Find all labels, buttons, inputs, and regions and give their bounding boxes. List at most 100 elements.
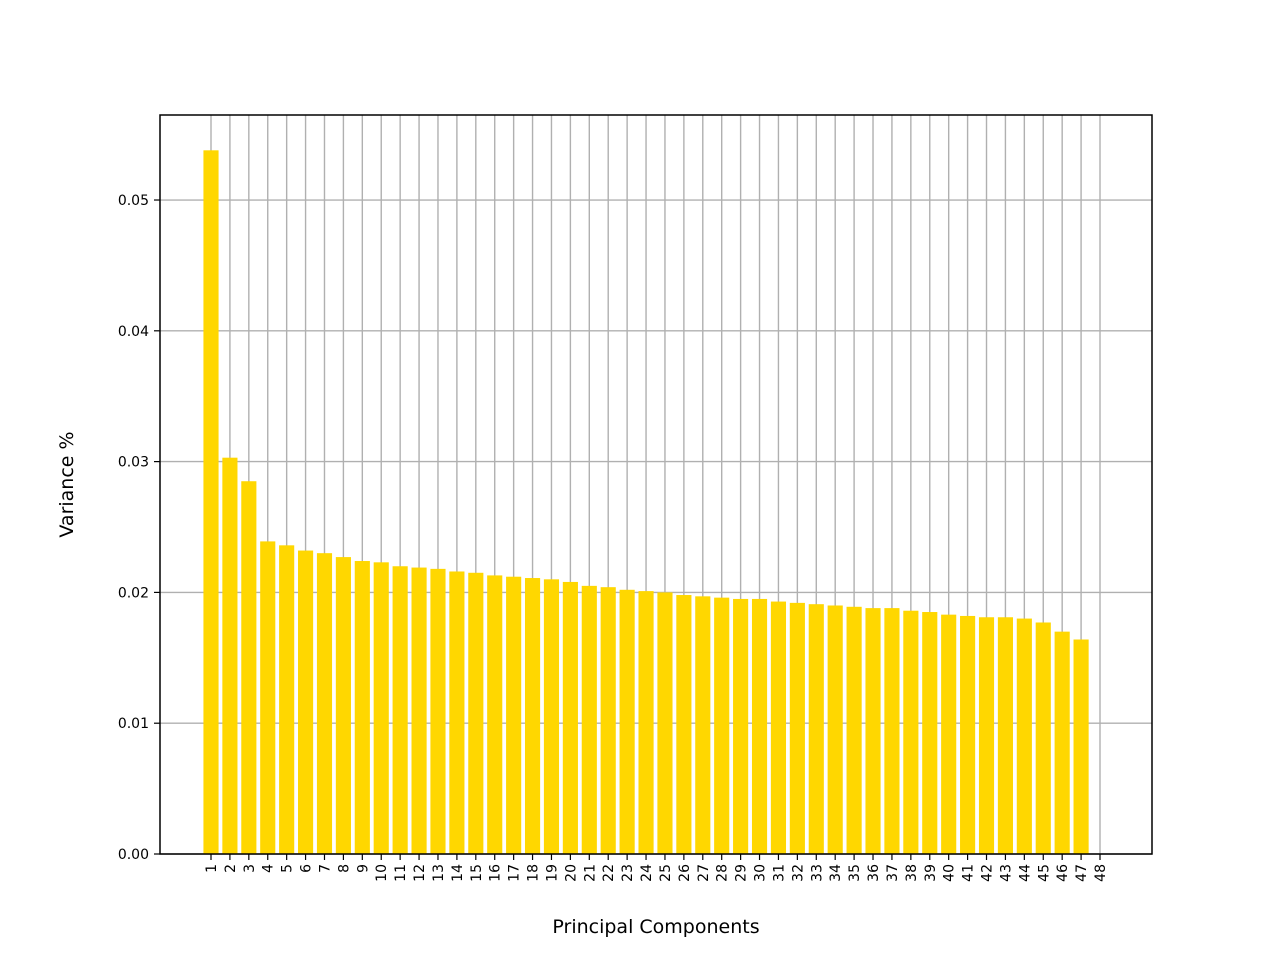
x-tick-label: 29 [734,864,750,882]
x-tick-label: 38 [904,864,920,882]
x-tick-label: 31 [771,864,787,882]
bar [978,617,995,854]
y-tick-label: 0.03 [118,455,149,471]
bar [846,606,862,854]
x-tick-label: 37 [885,864,901,882]
x-tick-label: 45 [1036,864,1052,882]
x-tick-label: 43 [998,864,1014,882]
x-tick-label: 26 [677,864,693,882]
x-tick-label: 28 [715,864,731,882]
bar [260,541,276,854]
bar [1054,631,1070,854]
x-tick-label: 11 [393,864,409,882]
x-tick-label: 48 [1093,864,1109,882]
x-axis-label: Principal Components [552,916,759,938]
bar [543,579,560,854]
bar [600,587,616,854]
x-tick-label: 23 [620,864,636,882]
x-tick-label: 14 [450,864,466,882]
x-tick-label: 24 [639,864,655,882]
x-tick-label: 27 [696,864,712,882]
y-tick-label: 0.05 [118,193,149,209]
x-tick-label: 2 [223,864,239,873]
x-tick-label: 34 [828,864,844,882]
bar [335,557,351,854]
bar [922,612,938,854]
plot-frame [159,114,1153,855]
bar [714,597,730,854]
bar [638,591,654,854]
x-tick-label: 21 [582,864,598,882]
x-tick-label: 9 [355,864,371,873]
x-tick-label: 40 [942,864,958,882]
bar [1073,639,1089,854]
bar [865,608,881,854]
y-tick-label: 0.00 [118,847,149,863]
y-tick-label: 0.02 [118,585,149,601]
bar [619,589,635,854]
bar [354,561,370,854]
bar [203,150,219,854]
bar [241,481,257,854]
x-tick-label: 32 [790,864,806,882]
x-tick-label: 42 [980,864,996,882]
bar [279,545,295,854]
bar [392,566,408,854]
bar [298,550,314,854]
x-tick-label: 8 [336,864,352,873]
bar [903,610,919,854]
bar [506,576,522,854]
x-tick-label: 44 [1017,864,1033,882]
x-tick-label: 46 [1055,864,1071,882]
bar [562,581,578,854]
bar [316,553,333,854]
y-tick-label: 0.04 [118,324,149,340]
x-tick-label: 30 [753,864,769,882]
bar [941,614,957,854]
x-tick-label: 20 [563,864,579,882]
bars [203,150,1089,854]
bar [997,617,1013,854]
x-tick-label: 25 [658,864,674,882]
bar [827,605,843,854]
bar [1016,618,1032,854]
bar [657,592,673,854]
x-tick-label: 10 [374,864,390,882]
bar [222,457,238,854]
bar [524,578,541,854]
bar [733,598,749,854]
bar [695,596,711,854]
bar [808,604,824,854]
bar [960,615,976,854]
bar [1035,622,1051,854]
bar [487,575,503,854]
bar [789,602,805,854]
bar [411,567,427,854]
x-tick-label: 16 [488,864,504,882]
bar [884,608,900,854]
x-tick-label: 41 [961,864,977,882]
x-tick-label: 47 [1074,864,1090,882]
x-tick-label: 4 [261,864,277,873]
x-tick-label: 19 [544,864,560,882]
x-tick-label: 17 [507,864,523,882]
x-tick-label: 1 [204,864,220,873]
bar [449,571,465,854]
bar [373,562,389,854]
y-axis-label: Variance % [56,431,78,537]
bar [430,568,446,854]
x-tick-label: 15 [469,864,485,882]
x-tick-label: 12 [412,864,428,882]
bar [468,572,484,854]
bar [770,601,787,854]
x-tick-label: 5 [280,864,296,873]
y-axis: 0.00 0.01 0.02 0.03 0.04 0.05 [118,193,160,863]
bar [751,598,768,854]
x-tick-label: 13 [431,864,447,882]
x-tick-label: 6 [299,864,315,873]
bar [676,595,692,854]
x-tick-label: 7 [317,864,333,873]
x-tick-label: 22 [601,864,617,882]
y-tick-label: 0.01 [118,716,149,732]
